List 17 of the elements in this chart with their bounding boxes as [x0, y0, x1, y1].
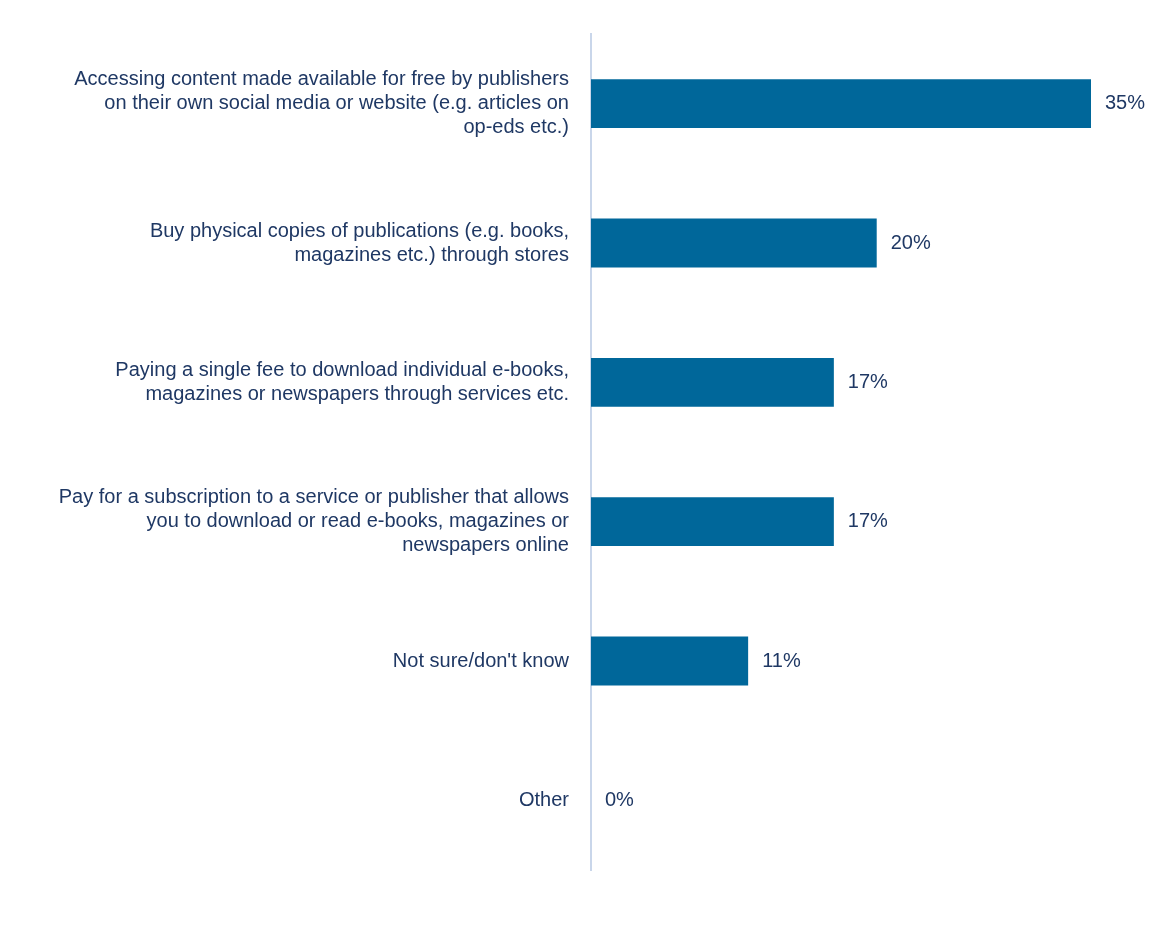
y-tick-label: Buy physical copies of publications (e.g. books, magazines etc.) through stores: [149, 218, 569, 265]
bar: [591, 636, 749, 686]
bar: [591, 497, 834, 547]
bar: [591, 218, 877, 268]
y-tick-label: Not sure/don't know: [392, 648, 570, 671]
data-label: 11%: [762, 648, 801, 671]
bar: [591, 357, 834, 407]
data-label: 35%: [1105, 91, 1146, 114]
data-label: 0%: [605, 787, 635, 810]
y-tick-label: Other: [518, 787, 570, 810]
y-tick-label: Accessing content made available for free by publishers on their own social media or website (e.g. articles on op-eds etc.): [74, 67, 569, 138]
data-label: 17%: [847, 369, 889, 392]
data-label: 20%: [890, 230, 931, 253]
data-label: 17%: [847, 509, 889, 532]
y-tick-label: Paying a single fee to download individual e-books, magazines or newspapers through services etc.: [115, 357, 569, 404]
y-tick-label: Pay for a subscription to a service or publisher that allows you to download or read e-books, magazines or newspapers online: [58, 485, 570, 556]
bar: [591, 79, 1091, 129]
